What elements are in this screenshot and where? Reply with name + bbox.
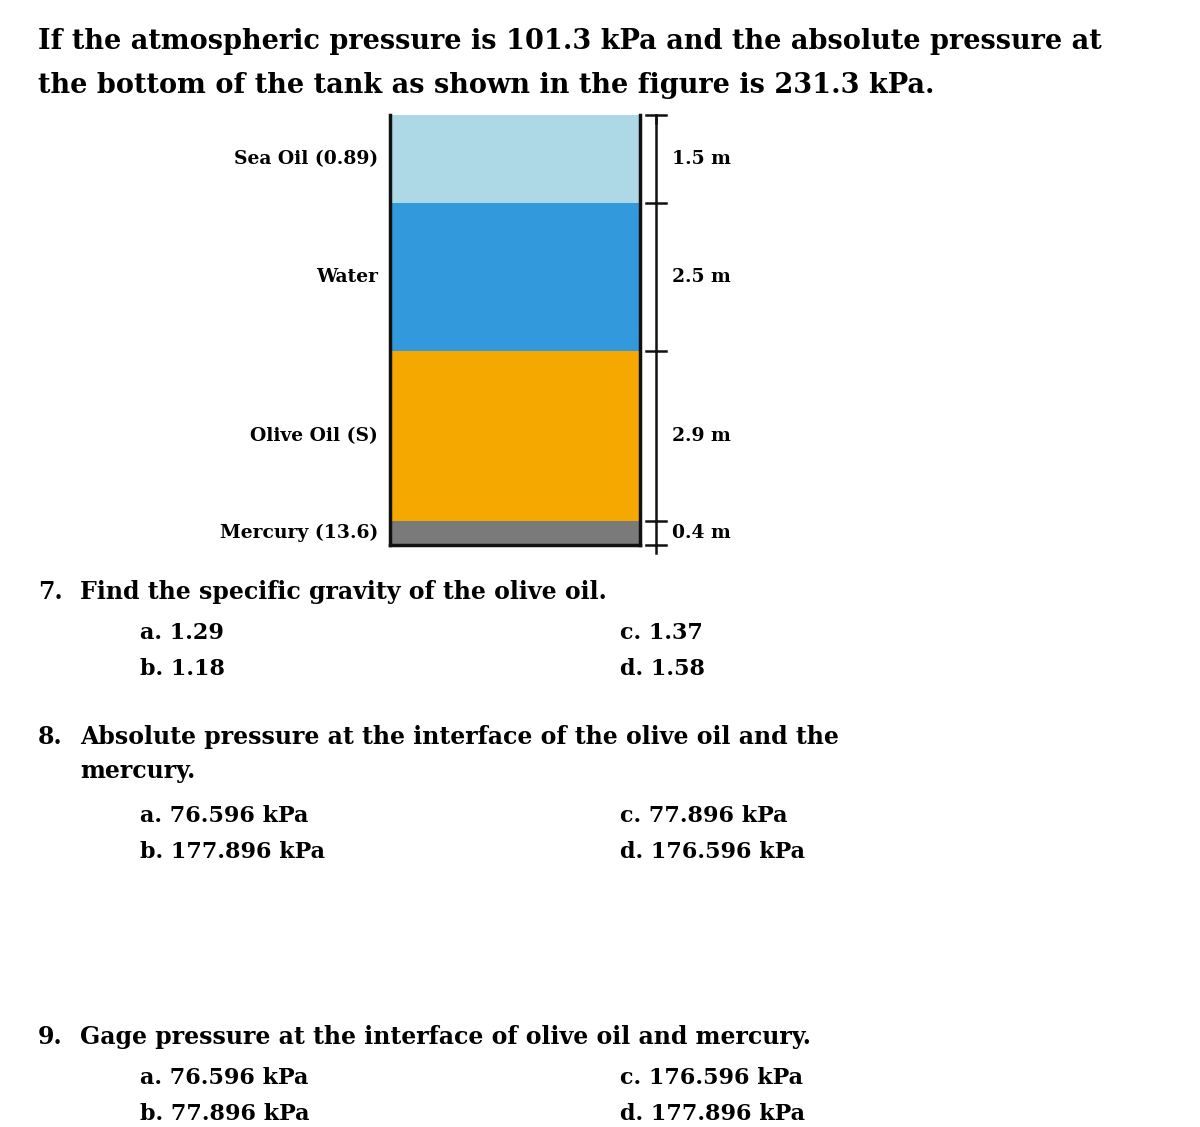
Text: Absolute pressure at the interface of the olive oil and the: Absolute pressure at the interface of th… — [80, 725, 839, 749]
Bar — [390, 522, 640, 545]
Text: Gage pressure at the interface of olive oil and mercury.: Gage pressure at the interface of olive … — [80, 1024, 811, 1049]
Text: Find the specific gravity of the olive oil.: Find the specific gravity of the olive o… — [80, 580, 607, 604]
Text: 1.5 m: 1.5 m — [672, 150, 731, 168]
Text: 0.4 m: 0.4 m — [672, 524, 731, 542]
Text: d. 1.58: d. 1.58 — [620, 658, 706, 680]
Text: 7.: 7. — [38, 580, 62, 604]
Bar — [390, 350, 640, 522]
Text: d. 176.596 kPa: d. 176.596 kPa — [620, 841, 805, 863]
Text: a. 76.596 kPa: a. 76.596 kPa — [140, 1067, 308, 1089]
Text: Olive Oil (S): Olive Oil (S) — [251, 427, 378, 445]
Text: 9.: 9. — [38, 1024, 62, 1049]
Text: b. 1.18: b. 1.18 — [140, 658, 226, 680]
Text: Mercury (13.6): Mercury (13.6) — [220, 524, 378, 542]
Text: 2.9 m: 2.9 m — [672, 427, 731, 445]
Text: b. 177.896 kPa: b. 177.896 kPa — [140, 841, 325, 863]
Text: 2.5 m: 2.5 m — [672, 268, 731, 286]
Text: a. 76.596 kPa: a. 76.596 kPa — [140, 805, 308, 827]
Text: c. 77.896 kPa: c. 77.896 kPa — [620, 805, 787, 827]
Text: b. 77.896 kPa: b. 77.896 kPa — [140, 1103, 310, 1125]
Text: the bottom of the tank as shown in the figure is 231.3 kPa.: the bottom of the tank as shown in the f… — [38, 72, 935, 99]
Text: Water: Water — [316, 268, 378, 286]
Text: Sea Oil (0.89): Sea Oil (0.89) — [234, 150, 378, 168]
Text: c. 1.37: c. 1.37 — [620, 622, 703, 644]
Text: d. 177.896 kPa: d. 177.896 kPa — [620, 1103, 805, 1125]
Bar — [390, 115, 640, 203]
Text: 8.: 8. — [38, 725, 62, 749]
Text: If the atmospheric pressure is 101.3 kPa and the absolute pressure at: If the atmospheric pressure is 101.3 kPa… — [38, 28, 1102, 55]
Text: a. 1.29: a. 1.29 — [140, 622, 224, 644]
Bar — [390, 203, 640, 350]
Text: c. 176.596 kPa: c. 176.596 kPa — [620, 1067, 803, 1089]
Text: mercury.: mercury. — [80, 758, 196, 783]
